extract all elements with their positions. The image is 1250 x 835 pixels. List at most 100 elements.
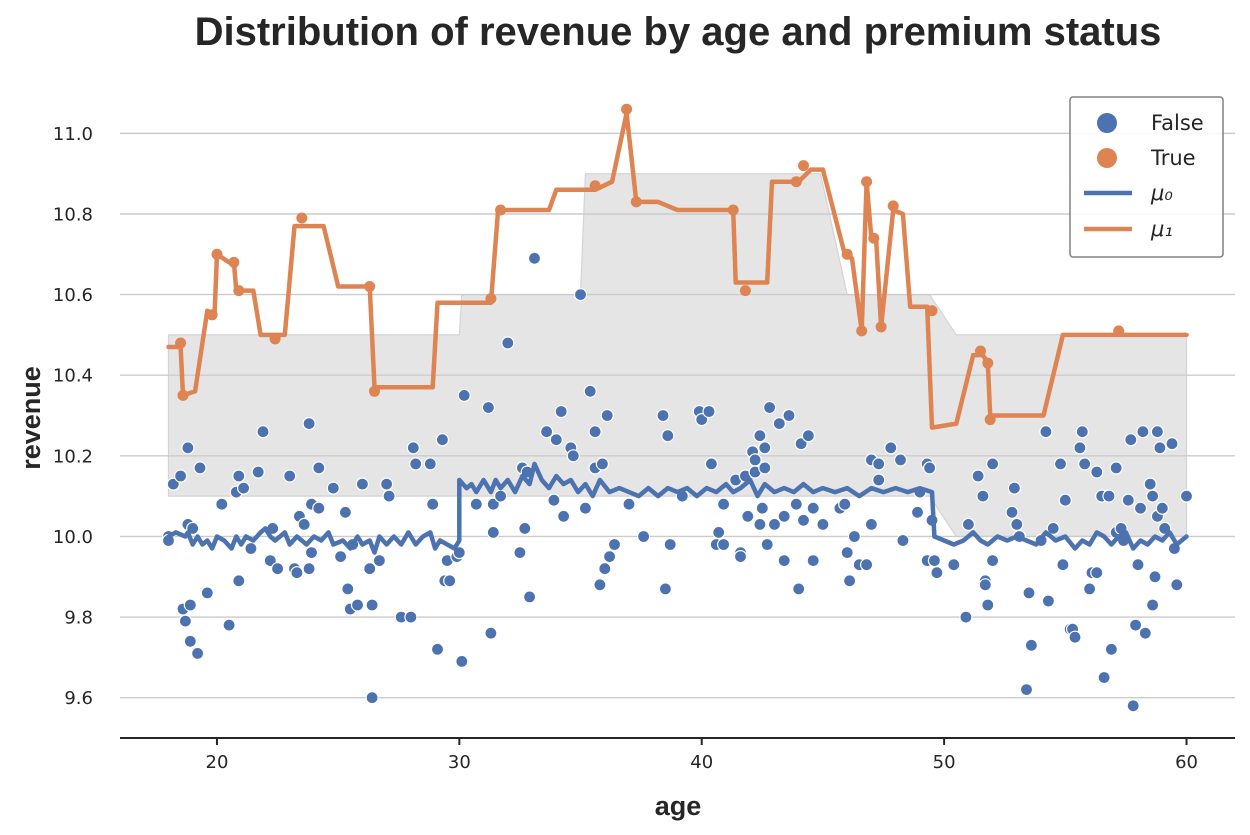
scatter-point-true [984, 414, 996, 426]
legend-label-true: True [1150, 146, 1196, 170]
scatter-point-true [926, 305, 938, 317]
scatter-point-false [494, 489, 508, 503]
scatter-point-false [372, 553, 386, 568]
scatter-point-false [457, 388, 471, 402]
y-tick-label: 9.6 [64, 688, 93, 709]
scatter-point-false [244, 541, 258, 556]
scatter-point-false [884, 441, 898, 455]
scatter-point-false [792, 582, 806, 596]
scatter-point-false [1145, 598, 1160, 612]
scatter-point-false [1073, 441, 1087, 455]
scatter-point-false [716, 537, 731, 552]
scatter-point-false [578, 501, 593, 515]
scatter-point-false [588, 425, 602, 439]
scatter-point-true [296, 212, 308, 224]
scatter-point-false [1133, 501, 1148, 515]
scatter-point-true [727, 204, 739, 216]
scatter-point-false [539, 425, 554, 439]
scatter-point-false [598, 562, 612, 576]
scatter-point-false [355, 477, 369, 491]
scatter-point-false [501, 336, 515, 350]
scatter-point-false [777, 509, 791, 523]
scatter-point-false [1010, 517, 1024, 532]
x-tick-label: 30 [448, 752, 471, 773]
scatter-point-true [269, 333, 281, 345]
scatter-point-false [840, 545, 854, 560]
scatter-point-false [423, 457, 437, 471]
scatter-point-true [790, 176, 802, 188]
scatter-point-true [856, 325, 868, 337]
scatter-point-true [589, 180, 601, 192]
scatter-point-false [782, 408, 796, 423]
scatter-point-false [1046, 521, 1060, 536]
legend-label-mu0: μ₀ [1150, 181, 1173, 205]
scatter-point-false [1097, 670, 1111, 685]
scatter-point-false [1109, 461, 1123, 475]
scatter-point-false [767, 517, 782, 532]
scatter-point-false [443, 574, 457, 588]
y-tick-labels: 9.6 9.8 10.0 10.2 10.4 10.6 10.8 11.0 [53, 124, 93, 709]
scatter-point-false [789, 497, 803, 511]
scatter-point-false [978, 578, 992, 592]
scatter-point-false [716, 497, 731, 511]
scatter-point-false [600, 408, 614, 423]
scatter-point-false [455, 654, 469, 669]
scatter-point-false [1024, 638, 1039, 652]
scatter-point-false [193, 461, 207, 475]
scatter-point-false [271, 562, 285, 576]
scatter-point-false [380, 477, 394, 491]
scatter-point-false [816, 517, 830, 532]
scatter-point-false [1126, 699, 1140, 713]
scatter-point-false [191, 646, 205, 661]
scatter-point-false [350, 598, 365, 612]
scatter-point-true [868, 232, 880, 244]
scatter-point-false [365, 598, 379, 612]
scatter-point-true [495, 204, 507, 216]
scatter-point-false [595, 457, 610, 471]
scatter-point-false [758, 461, 772, 475]
x-tick-label: 50 [933, 752, 956, 773]
legend-label-false: False [1151, 111, 1204, 135]
scatter-point-false [486, 525, 500, 540]
scatter-point-false [435, 433, 449, 447]
scatter-point-false [1138, 626, 1152, 640]
scatter-point-false [753, 429, 767, 443]
scatter-point-false [469, 497, 483, 511]
scatter-point-false [772, 417, 786, 431]
scatter-point-false [1153, 441, 1167, 455]
scatter-point-true [861, 176, 873, 188]
scatter-point-false [232, 574, 246, 588]
scatter-point-false [947, 558, 961, 572]
scatter-point-true [875, 321, 887, 333]
scatter-point-false [922, 461, 937, 475]
scatter-point-false [762, 400, 777, 415]
scatter-point-false [1056, 558, 1070, 572]
scatter-point-false [636, 529, 651, 544]
y-tick-label: 10.6 [53, 285, 93, 306]
scatter-point-false [656, 408, 670, 423]
scatter-point-false [838, 497, 852, 511]
scatter-point-false [256, 425, 270, 439]
scatter-point-false [166, 477, 180, 491]
scatter-point-false [985, 553, 1000, 568]
scatter-point-false [777, 553, 791, 568]
scatter-point-false [976, 489, 990, 503]
scatter-point-false [200, 586, 214, 600]
scatter-point-true [369, 385, 380, 397]
scatter-point-false [1075, 425, 1089, 439]
scatter-point-false [872, 457, 886, 471]
scatter-point-false [1090, 566, 1104, 580]
scatter-point-false [741, 509, 755, 523]
scatter-point-false [981, 598, 995, 612]
scatter-point-false [251, 465, 265, 479]
scatter-point-false [382, 489, 396, 503]
scatter-point-false [556, 509, 571, 523]
scatter-point-false [341, 582, 355, 596]
scatter-point-false [554, 404, 568, 419]
scatter-point-false [758, 441, 772, 455]
scatter-point-false [796, 513, 811, 527]
scatter-point-false [409, 457, 423, 471]
scatter-point-false [183, 634, 197, 648]
scatter-point-true [175, 337, 187, 349]
scatter-point-false [658, 582, 673, 596]
